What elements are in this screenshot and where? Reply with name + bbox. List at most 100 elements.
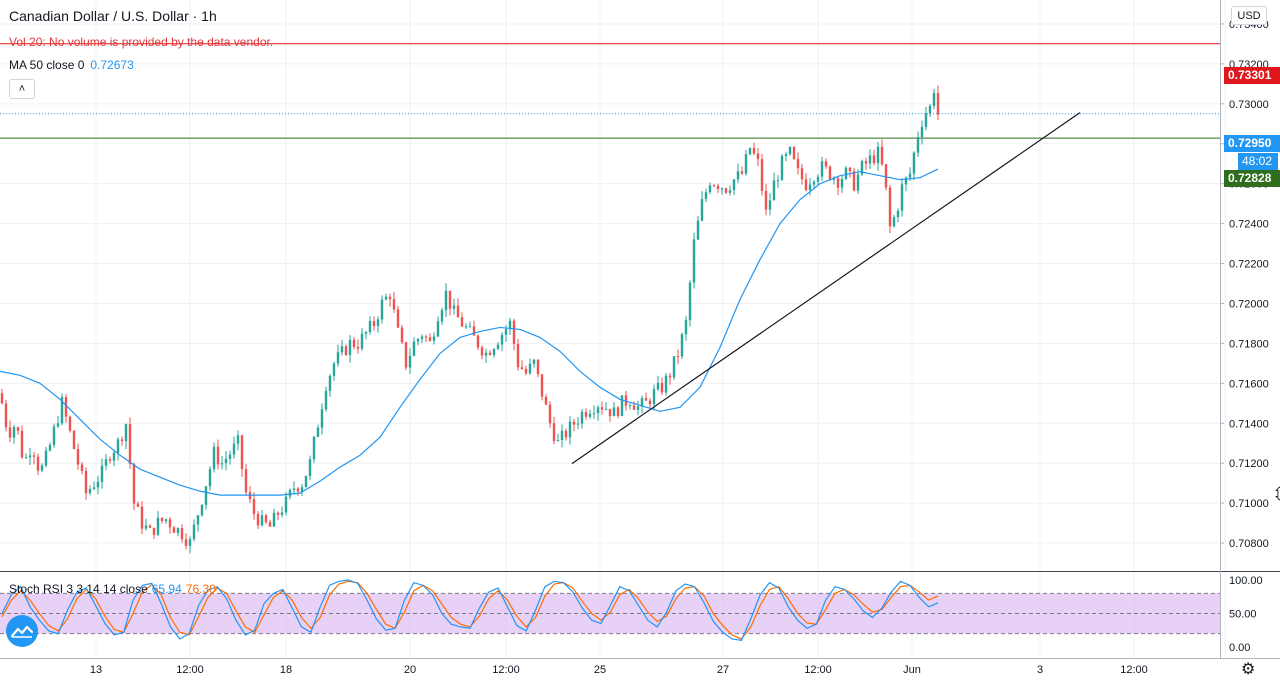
candle-body [852,171,856,191]
candle-body [228,454,232,459]
currency-button[interactable]: USD [1231,6,1267,25]
candle-body [128,424,132,464]
candle-body [600,407,604,410]
candle-body [324,390,328,410]
stoch-rsi-axis-label: 100.00 [1229,575,1263,587]
candle-body [52,426,56,445]
candle-body [820,161,824,177]
candle-body [420,336,424,340]
candle-body [504,329,508,335]
candle-body [164,519,168,522]
candle-body [544,396,548,405]
candle-body [76,449,80,465]
candle-body [760,159,764,191]
candle-body [460,317,464,327]
candle-body [212,446,216,470]
candle-body [688,282,692,321]
candle-body [272,512,276,527]
candle-body [316,427,320,437]
time-axis-label: 13 [90,664,102,676]
candle-body [80,464,84,471]
candle-body [224,458,228,464]
candle-body [884,164,888,188]
candle-body [812,181,816,185]
candle-body [660,382,664,393]
candle-body [708,185,712,193]
candle-body [200,504,204,516]
candle-body [808,184,812,191]
candle-body [620,395,624,416]
candle-body [732,179,736,191]
price-axis-label: 0.72200 [1229,259,1269,271]
candle-body [88,488,92,494]
chevron-up-icon: ˄ [18,83,26,95]
candle-body [828,166,832,180]
time-axis-label: 12:00 [804,664,832,676]
price-axis-label: 0.71400 [1229,418,1269,430]
candle-body [396,309,400,328]
candle-body [848,167,852,172]
candle-body [428,337,432,341]
candle-body [392,299,396,310]
candle-body [576,423,580,425]
candle-body [868,155,872,164]
candle-body [532,359,536,364]
candle-body [328,375,332,391]
candle-body [888,187,892,227]
candle-body [12,427,16,438]
candle-body [304,475,308,488]
candle-body [0,393,4,404]
candle-body [8,427,12,438]
price-axis-label: 0.71000 [1229,498,1269,510]
candle-body [872,155,876,164]
candle-body [508,320,512,330]
candle-body [488,352,492,355]
candle-body [244,469,248,493]
candle-body [796,158,800,169]
candle-body [520,367,524,369]
candle-body [512,320,516,344]
candle-body [104,459,108,466]
candle-body [904,177,908,185]
candle-body [516,343,520,368]
candle-body [48,444,52,451]
candle-body [264,515,268,523]
candle-body [312,436,316,460]
candle-body [380,299,384,320]
settings-gear-icon[interactable]: ⚙ [1241,661,1256,678]
candle-body [924,113,928,127]
candle-body [864,160,868,164]
price-axis-label: 0.71800 [1229,338,1269,350]
tradingview-logo-icon[interactable] [6,615,38,647]
price-axis-label: 0.71200 [1229,458,1269,470]
candle-body [196,515,200,525]
candle-body [284,496,288,513]
candle-body [288,489,292,497]
candle-body [776,180,780,182]
candle-body [408,355,412,368]
candle-body [548,404,552,424]
collapse-legend-button[interactable]: ˄ [9,79,35,99]
candle-body [524,368,528,374]
candle-body [204,486,208,505]
candle-body [556,440,560,442]
candle-body [536,359,540,375]
candle-body [108,459,112,461]
candle-body [208,469,212,487]
candle-body [332,363,336,376]
candle-body [644,398,648,401]
candle-body [40,465,44,471]
candle-body [348,339,352,356]
candle-body [892,217,896,227]
candle-body [64,397,68,417]
candle-body [748,148,752,155]
candle-body [28,455,32,458]
candle-body [24,457,28,459]
candle-body [388,296,392,300]
candle-body [136,503,140,507]
candle-body [588,413,592,417]
candle-body [936,93,940,115]
candle-body [92,487,96,489]
candle-body [140,506,144,529]
